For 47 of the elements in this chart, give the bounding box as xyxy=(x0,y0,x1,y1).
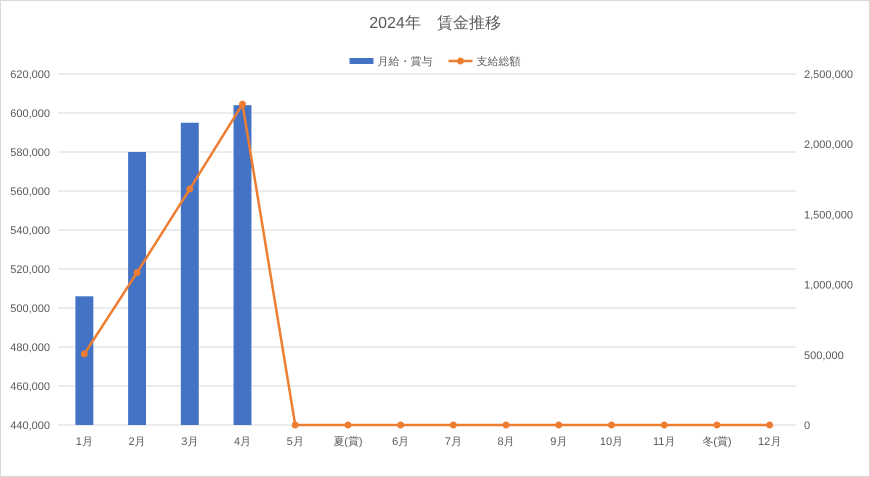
point xyxy=(502,422,510,428)
point xyxy=(239,100,246,108)
point xyxy=(608,422,615,428)
y2-tick-label: 2,500,000 xyxy=(804,69,853,81)
y2-tick-label: 2,000,000 xyxy=(804,139,853,152)
x-tick-label: 5月 xyxy=(286,436,304,448)
y2-tick-label: 0 xyxy=(804,420,810,432)
x-tick-label: 4月 xyxy=(234,436,252,448)
point xyxy=(766,422,774,428)
point xyxy=(713,422,720,428)
y-tick-label: 620,000 xyxy=(10,69,50,81)
point xyxy=(555,422,562,428)
x-tick-label: 12月 xyxy=(758,436,782,448)
y-tick-label: 440,000 xyxy=(10,420,50,432)
legend-label: 支給総額 xyxy=(476,55,520,68)
y-tick-label: 500,000 xyxy=(10,303,50,315)
x-tick-label: 9月 xyxy=(550,436,568,448)
point xyxy=(660,422,668,428)
point xyxy=(292,422,299,428)
legend-label: 月給・賞与 xyxy=(378,55,432,68)
x-tick-label: 8月 xyxy=(498,436,515,448)
point xyxy=(186,185,194,192)
y-tick-label: 600,000 xyxy=(10,108,50,120)
y-tick-label: 460,000 xyxy=(10,381,50,393)
x-tick-label: 2月 xyxy=(128,436,146,448)
x-tick-label: 冬(賞) xyxy=(702,435,732,448)
point xyxy=(450,422,457,428)
y2-tick-label: 1,000,000 xyxy=(804,280,853,292)
x-tick-label: 7月 xyxy=(444,436,462,448)
y2-tick-label: 500,000 xyxy=(804,350,844,362)
point xyxy=(134,269,141,276)
point xyxy=(397,422,404,428)
x-tick-label: 6月 xyxy=(392,436,410,448)
chart-title: 2024年 賃金推移 xyxy=(369,14,501,32)
y-tick-label: 580,000 xyxy=(10,147,50,159)
y-tick-label: 480,000 xyxy=(10,342,50,354)
point xyxy=(344,422,352,428)
x-tick-label: 夏(賞) xyxy=(333,435,363,448)
y-tick-label: 560,000 xyxy=(10,186,50,198)
y-tick-label: 540,000 xyxy=(10,225,50,237)
x-tick-label: 1月 xyxy=(76,436,93,448)
y2-tick-label: 1,500,000 xyxy=(804,209,853,222)
y-tick-label: 520,000 xyxy=(10,264,50,276)
point xyxy=(80,350,88,358)
x-tick-label: 11月 xyxy=(653,436,676,448)
x-tick-label: 3月 xyxy=(181,436,198,448)
x-tick-label: 10月 xyxy=(600,436,624,448)
